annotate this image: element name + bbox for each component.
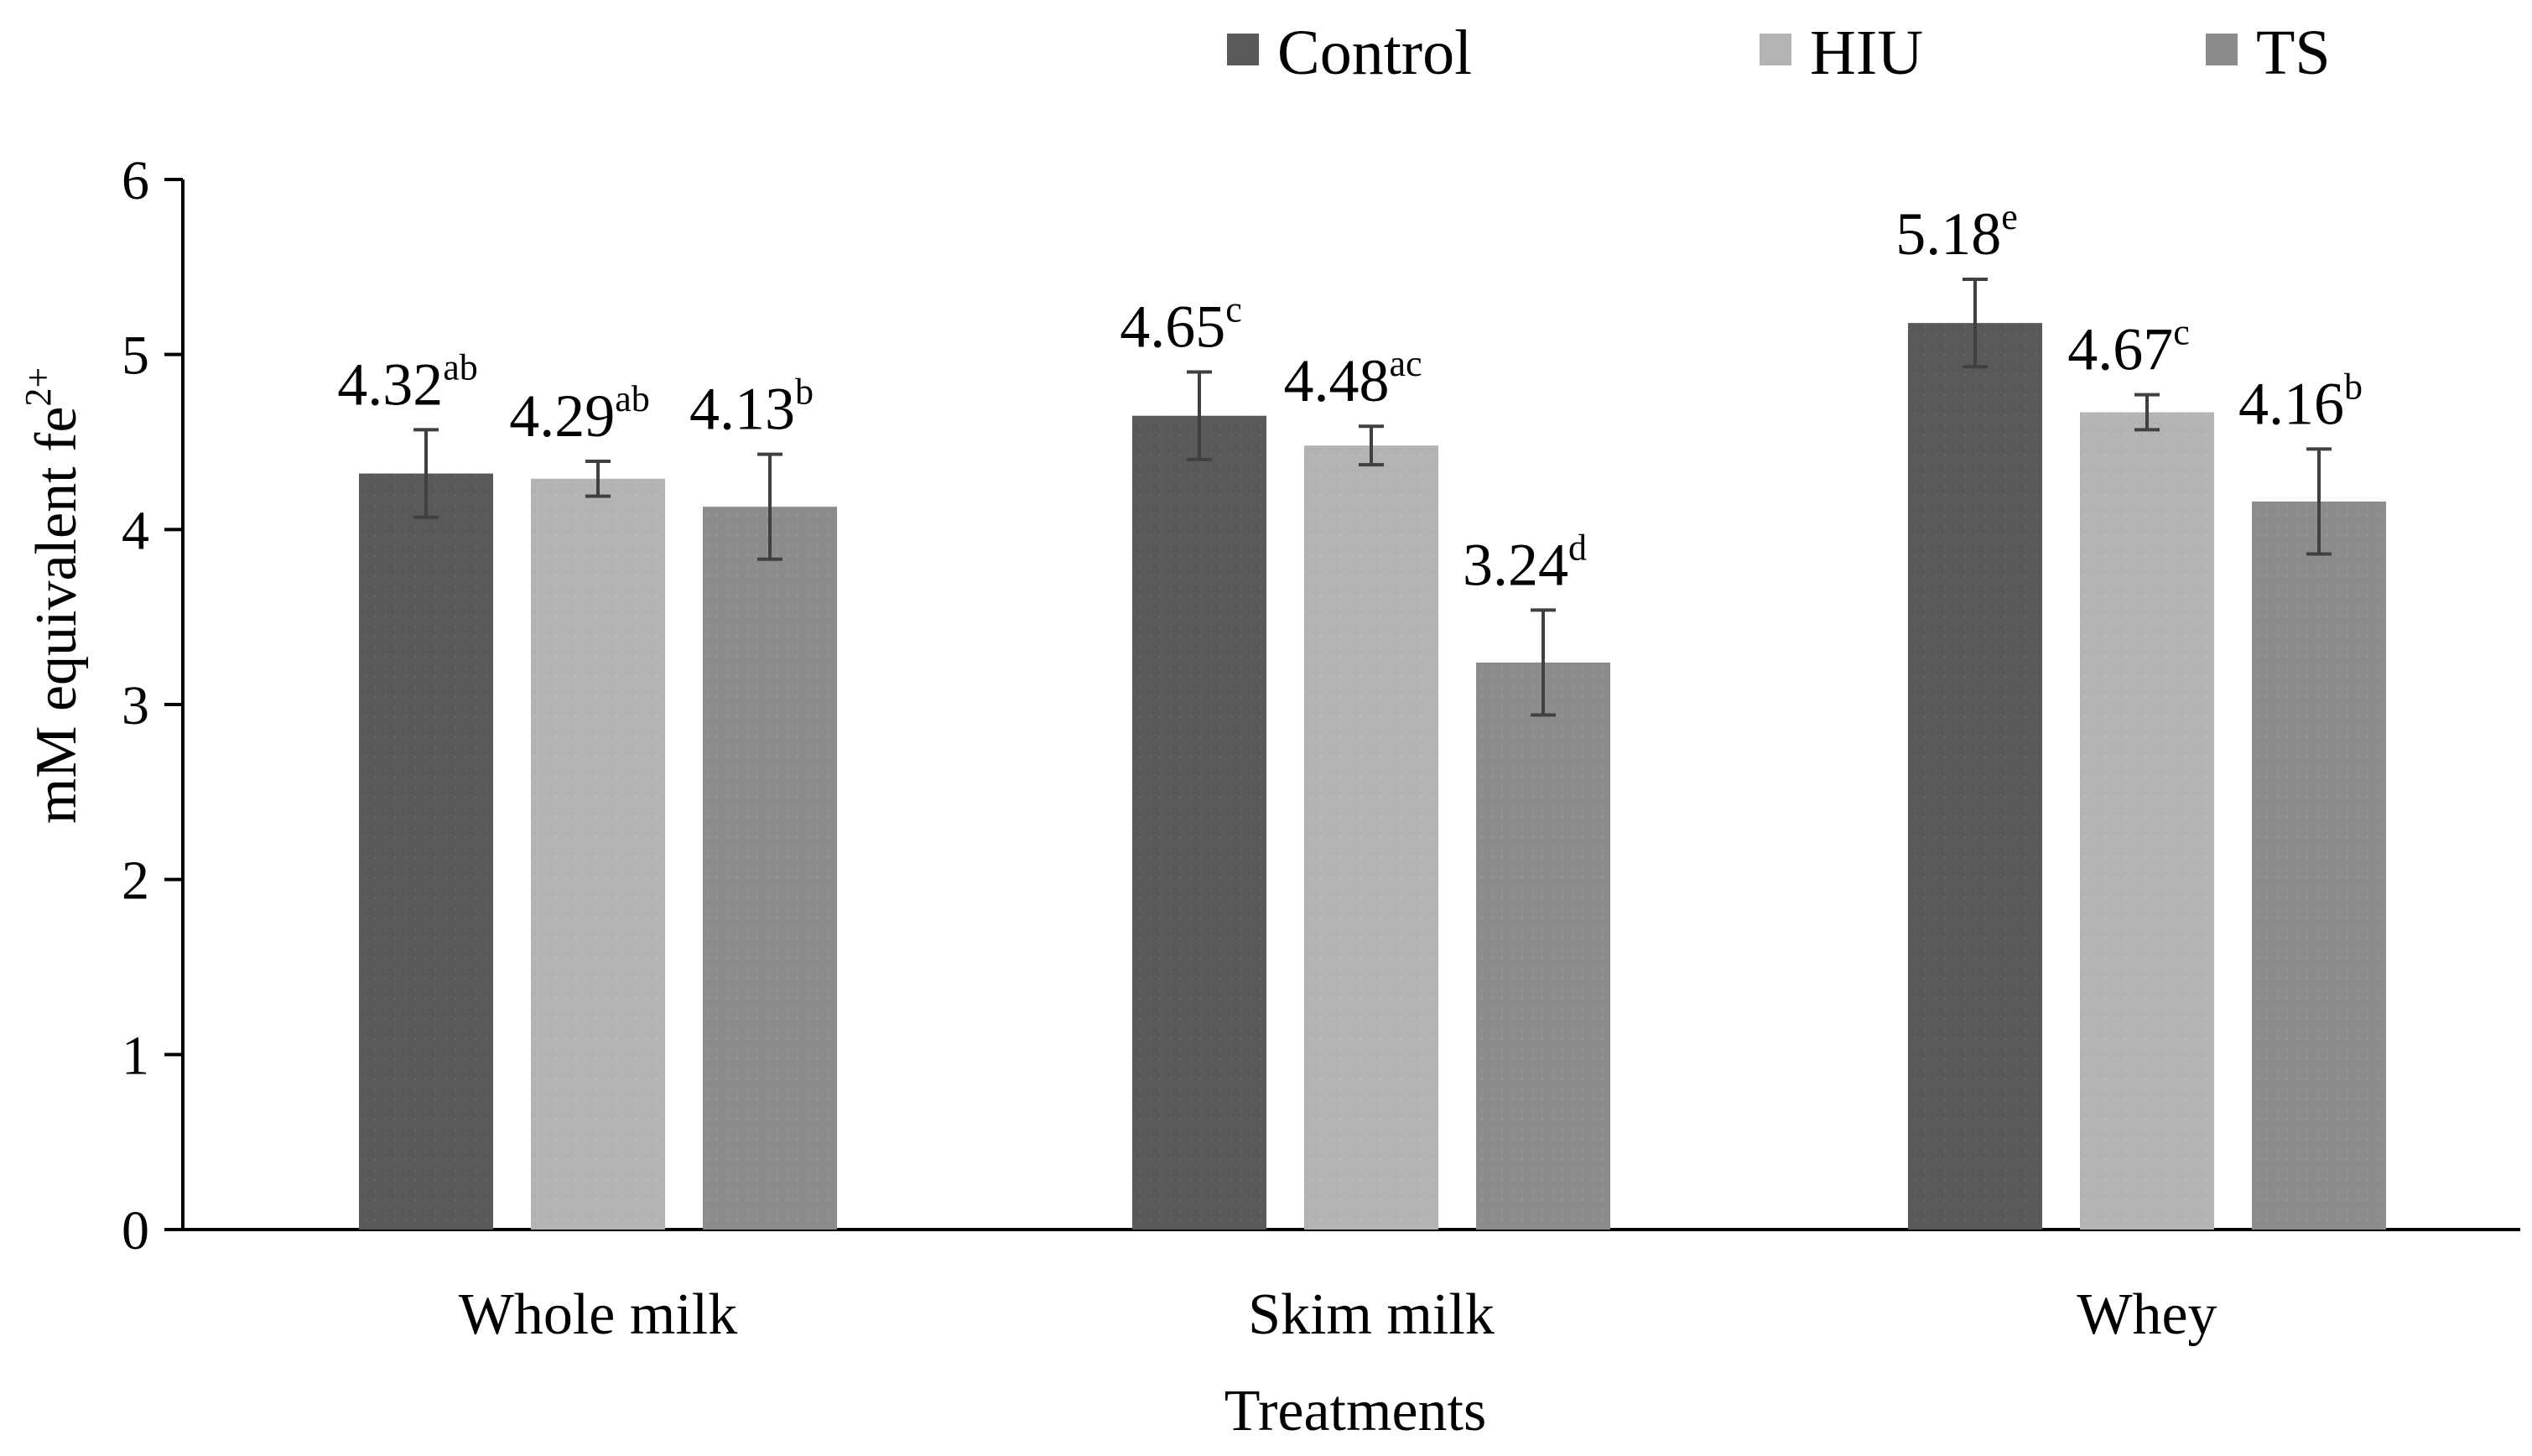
error-bar — [413, 428, 439, 519]
data-label-value: 4.48 — [1283, 347, 1389, 414]
x-category-label: Skim milk — [1248, 1282, 1495, 1347]
data-label-value: 4.13 — [689, 376, 795, 443]
legend-label: Control — [1277, 18, 1472, 88]
data-label-letters: e — [2001, 196, 2018, 237]
data-label: 4.13b — [689, 372, 814, 443]
data-label-value: 4.16 — [2238, 370, 2344, 437]
y-tick-label: 6 — [122, 150, 149, 211]
data-label-letters: c — [2173, 312, 2190, 353]
data-label: 5.18e — [1895, 196, 2018, 268]
x-axis-title: Treatments — [1224, 1379, 1486, 1443]
y-tick-label: 1 — [122, 1025, 149, 1086]
data-label: 4.32ab — [337, 346, 478, 418]
data-label-letters: ab — [443, 346, 478, 387]
y-tick-label: 5 — [122, 325, 149, 387]
y-axis: 0 1 2 3 4 5 6 — [122, 150, 185, 1261]
legend-label: TS — [2256, 18, 2331, 88]
y-tick-label: 2 — [122, 850, 149, 912]
legend-swatch — [1227, 34, 1259, 65]
bar-ts-1 — [1476, 662, 1610, 1230]
y-axis-title: mM equivalent fe2+ — [18, 367, 89, 824]
data-label-letters: ab — [615, 378, 650, 419]
x-category-label: Whey — [2077, 1282, 2217, 1347]
data-label-value: 4.67 — [2067, 316, 2173, 383]
legend-swatch — [1760, 34, 1791, 65]
data-label: 3.24d — [1463, 527, 1587, 598]
data-label: 4.29ab — [509, 378, 650, 450]
x-axis: Whole milk Skim milk Whey — [183, 1228, 2520, 1347]
data-label-letters: b — [795, 372, 814, 413]
bar-hiu-1 — [1304, 445, 1438, 1230]
bar-ts-0 — [703, 507, 837, 1230]
data-label-value: 4.65 — [1120, 294, 1225, 361]
data-label-letters: c — [1225, 289, 1242, 330]
error-bars — [413, 277, 2332, 717]
data-label: 4.16b — [2238, 366, 2363, 437]
legend-item-ts: TS — [2206, 18, 2331, 88]
legend-label: HIU — [1810, 18, 1923, 88]
y-tick-label: 4 — [122, 500, 149, 561]
error-bar — [757, 452, 782, 561]
legend-swatch — [2206, 34, 2238, 65]
bar-control-0 — [359, 473, 493, 1230]
data-label-letters: b — [2344, 366, 2363, 407]
data-label-letters: d — [1568, 527, 1587, 568]
x-category-label: Whole milk — [459, 1282, 737, 1347]
error-bar — [1359, 424, 1384, 467]
bar-ts-2 — [2252, 501, 2386, 1230]
data-label-letters: ac — [1389, 343, 1422, 384]
data-label: 4.48ac — [1283, 343, 1422, 414]
legend-item-control: Control — [1227, 18, 1472, 88]
y-tick-label: 3 — [122, 675, 149, 736]
error-bar — [1187, 370, 1212, 461]
error-bar — [1531, 608, 1556, 717]
data-label: 4.67c — [2067, 312, 2190, 383]
data-label: 4.65c — [1120, 289, 1242, 361]
legend: Control HIU TS — [1227, 18, 2331, 88]
y-axis-title-main: mM equivalent fe — [24, 407, 89, 824]
data-label-value: 4.29 — [509, 382, 615, 450]
legend-item-hiu: HIU — [1760, 18, 1923, 88]
error-bar — [2134, 393, 2160, 432]
bar-control-1 — [1132, 415, 1266, 1230]
y-tick-label: 0 — [122, 1200, 149, 1261]
bar-control-2 — [1908, 323, 2042, 1230]
bar-hiu-2 — [2080, 412, 2214, 1230]
y-axis-title-superscript: 2+ — [18, 367, 59, 407]
error-bar — [585, 459, 611, 498]
data-label-value: 5.18 — [1895, 200, 2001, 268]
error-bar — [1963, 277, 1988, 369]
data-label-value: 4.32 — [337, 351, 443, 418]
error-bar — [2306, 447, 2332, 556]
data-label-value: 3.24 — [1463, 531, 1568, 598]
bars — [359, 323, 2386, 1230]
bar-hiu-0 — [531, 478, 665, 1230]
